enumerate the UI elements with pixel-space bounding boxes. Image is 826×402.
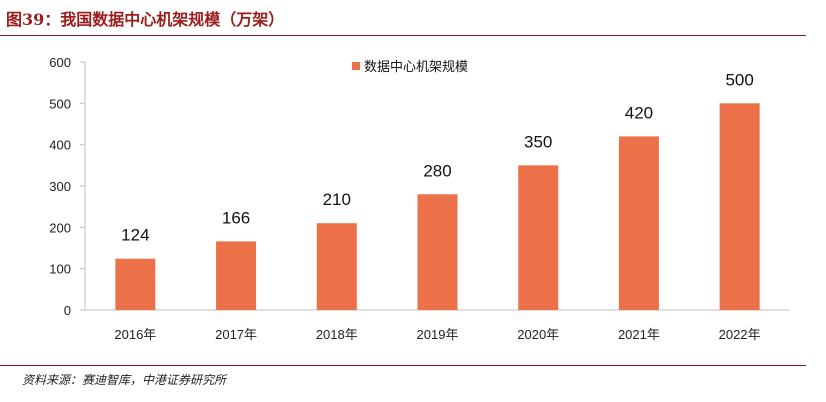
x-axis: 2016年 2017年 2018年 2019年 2020年 2021年 2022年 bbox=[85, 309, 790, 342]
bar bbox=[618, 136, 659, 310]
x-tick-label: 2020年 bbox=[517, 327, 559, 342]
bar bbox=[518, 165, 559, 310]
data-labels: 124 166 210 280 350 420 500 bbox=[121, 70, 754, 244]
y-tick-label: 300 bbox=[49, 179, 71, 194]
y-tick-label: 100 bbox=[49, 262, 71, 277]
x-tick-label: 2022年 bbox=[719, 327, 761, 342]
bar-value-label: 420 bbox=[625, 103, 653, 122]
legend-swatch bbox=[352, 62, 360, 70]
y-tick-label: 200 bbox=[49, 220, 71, 235]
y-tick-label: 600 bbox=[49, 55, 71, 70]
source-rule bbox=[0, 365, 806, 366]
source-note: 资料来源：赛迪智库，中港证券研究所 bbox=[22, 373, 227, 387]
bar-value-label: 210 bbox=[323, 190, 351, 209]
legend-label: 数据中心机架规模 bbox=[364, 60, 468, 75]
y-axis: 0 100 200 300 400 500 600 bbox=[49, 55, 86, 318]
y-tick-label: 500 bbox=[49, 96, 71, 111]
x-tick-label: 2016年 bbox=[114, 327, 156, 342]
bar-value-label: 124 bbox=[121, 226, 149, 245]
figure-title: 图39：我国数据中心机架规模（万架） bbox=[6, 10, 285, 29]
x-tick-label: 2017年 bbox=[215, 327, 257, 342]
x-tick-label: 2021年 bbox=[618, 327, 660, 342]
bar bbox=[316, 223, 357, 310]
bar bbox=[115, 258, 156, 310]
y-tick-label: 0 bbox=[64, 303, 71, 318]
bar bbox=[417, 194, 458, 310]
x-tick-label: 2019年 bbox=[417, 327, 459, 342]
legend: 数据中心机架规模 bbox=[352, 60, 468, 75]
bar-value-label: 280 bbox=[423, 161, 451, 180]
bar bbox=[216, 241, 257, 310]
bars bbox=[115, 103, 760, 310]
bar-chart: 0 100 200 300 400 500 600 2016年 2017年 2018年 2019年… bbox=[49, 55, 790, 342]
bar bbox=[719, 103, 760, 310]
y-tick-label: 400 bbox=[49, 138, 71, 153]
bar-value-label: 350 bbox=[524, 132, 552, 151]
title-rule bbox=[0, 35, 806, 36]
bar-value-label: 166 bbox=[222, 208, 250, 227]
bar-value-label: 500 bbox=[725, 70, 753, 89]
x-tick-label: 2018年 bbox=[316, 327, 358, 342]
